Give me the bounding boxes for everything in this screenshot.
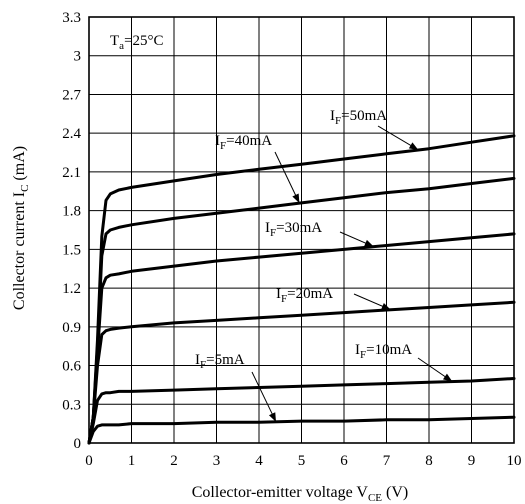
x-tick-label: 3 xyxy=(213,453,221,469)
annotations: IF=50mA IF=40mA IF=30mA IF=20mA IF=10mA IF=5m… xyxy=(195,108,453,423)
y-tick-label: 2.1 xyxy=(62,165,81,181)
x-tick-label: 10 xyxy=(507,453,522,469)
arrowhead-if-10ma xyxy=(442,373,453,382)
leader-line-if-40ma xyxy=(274,151,300,204)
y-tick-label: 0 xyxy=(74,436,82,452)
arrowhead-if-30ma xyxy=(364,239,374,247)
series-line-if-10ma xyxy=(87,377,516,445)
series-line-if-5ma xyxy=(87,415,516,445)
x-tick-label: 8 xyxy=(425,453,433,469)
x-axis-title: Collector-emitter voltage VCE (V) xyxy=(192,484,409,504)
x-tick-label: 2 xyxy=(170,453,178,469)
axis-ticks: 0 1 2 3 4 5 6 7 8 9 10 0 0.3 0.6 0.9 1.2 1.5 1.8 2.1 2.4 2.7… xyxy=(62,10,521,469)
arrowhead-if-50ma xyxy=(408,142,419,150)
series-label-if-10ma: IF=10mA xyxy=(355,342,412,361)
y-tick-label: 2.4 xyxy=(62,126,81,142)
y-tick-label: 2.7 xyxy=(62,87,81,103)
x-tick-label: 4 xyxy=(255,453,263,469)
series-line-if-30ma xyxy=(87,232,516,445)
series-line-if-20ma xyxy=(87,300,516,445)
plot-area-frame xyxy=(88,16,515,444)
y-tick-label: 1.5 xyxy=(62,242,81,258)
y-tick-label: 0.6 xyxy=(62,359,81,375)
series-label-if-30ma: IF=30mA xyxy=(265,220,322,239)
arrowhead-if-40ma xyxy=(292,193,300,204)
series-label-if-20ma: IF=20mA xyxy=(276,286,333,305)
x-tick-label: 7 xyxy=(383,453,391,469)
arrowhead-if-5ma xyxy=(268,412,276,422)
x-tick-label: 1 xyxy=(128,453,136,469)
y-axis-title: Collector current IC (mA) xyxy=(11,146,31,310)
y-tick-label: 0.3 xyxy=(62,397,81,413)
y-tick-label: 3.3 xyxy=(62,10,81,26)
x-tick-label: 6 xyxy=(340,453,348,469)
y-tick-label: 1.2 xyxy=(62,281,81,297)
x-tick-label: 5 xyxy=(298,453,306,469)
arrowhead-if-20ma xyxy=(381,303,391,310)
grid xyxy=(89,17,514,443)
series-lines xyxy=(87,134,516,445)
series-label-if-50ma: IF=50mA xyxy=(330,108,387,127)
y-tick-label: 0.9 xyxy=(62,320,81,336)
y-tick-label: 1.8 xyxy=(62,204,81,220)
series-label-if-40ma: IF=40mA xyxy=(215,133,272,152)
x-tick-label: 9 xyxy=(468,453,476,469)
y-tick-label: 3 xyxy=(74,49,82,65)
series-line-if-40ma xyxy=(87,176,516,445)
leader-line-if-5ma xyxy=(251,371,277,423)
series-label-if-5ma: IF=5mA xyxy=(195,352,245,371)
temperature-condition-label: Ta=25°C xyxy=(110,33,164,52)
x-tick-label: 0 xyxy=(85,453,93,469)
